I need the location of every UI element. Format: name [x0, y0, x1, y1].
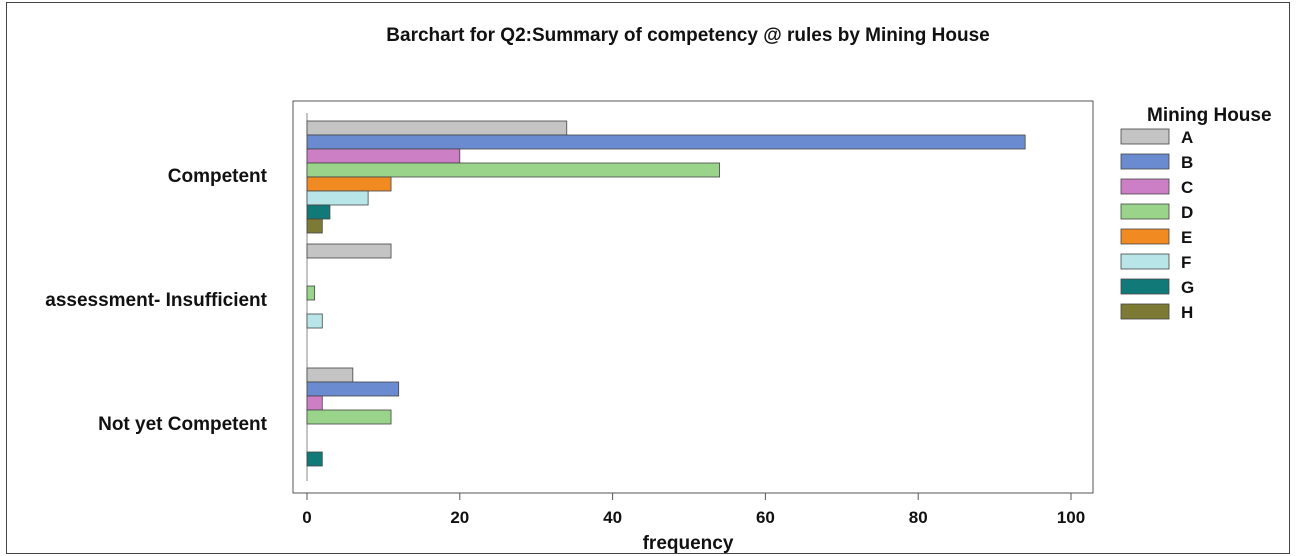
bar-c-2	[306, 395, 323, 411]
legend-swatch-g	[1120, 278, 1170, 295]
legend-label-d: D	[1181, 203, 1193, 222]
legend-label-c: C	[1181, 178, 1193, 197]
bar-a-1	[306, 243, 392, 259]
legend-title: Mining House	[1147, 105, 1272, 126]
bar-d-1	[306, 285, 316, 301]
x-tick-label: 60	[756, 508, 775, 527]
bar-d-0	[306, 162, 720, 178]
x-axis-ticks: 0 20 40 60 80 100	[302, 493, 1085, 527]
bar-h-0	[306, 218, 323, 234]
x-tick-label: 40	[603, 508, 622, 527]
legend-label-f: F	[1181, 253, 1191, 272]
x-tick-label: 20	[450, 508, 469, 527]
legend-label-e: E	[1181, 228, 1192, 247]
legend-swatch-c	[1120, 178, 1170, 195]
x-axis-title: frequency	[643, 533, 734, 554]
chart-frame: Barchart for Q2:Summary of competency @ …	[6, 2, 1290, 554]
bar-f-1	[306, 313, 323, 329]
category-label: Not yet Competent	[98, 414, 268, 435]
category-label: assessment- Insufficient	[45, 290, 267, 311]
legend-label-h: H	[1181, 303, 1193, 322]
bar-a-2	[306, 367, 354, 383]
bar-g-2	[306, 451, 323, 467]
bar-b-2	[306, 381, 400, 397]
x-tick-label: 100	[1057, 508, 1085, 527]
legend-swatch-d	[1120, 203, 1170, 220]
legend-swatch-f	[1120, 253, 1170, 270]
bar-c-0	[306, 148, 461, 164]
legend-label-g: G	[1181, 278, 1194, 297]
plot-area	[292, 100, 1094, 494]
bar-a-0	[306, 120, 568, 136]
x-tick-label: 80	[909, 508, 928, 527]
x-tick-label: 0	[302, 508, 311, 527]
bar-chart: Barchart for Q2:Summary of competency @ …	[45, 25, 1272, 554]
legend-swatch-e	[1120, 228, 1170, 245]
bar-b-0	[306, 134, 1026, 150]
legend-swatch-a	[1120, 128, 1170, 145]
bar-e-0	[306, 176, 392, 192]
legend-label-a: A	[1181, 128, 1193, 147]
category-labels: Competent assessment- Insufficient Not yet…	[45, 166, 267, 435]
bar-f-0	[306, 190, 369, 206]
legend-label-b: B	[1181, 153, 1193, 172]
legend-swatch-h	[1120, 303, 1170, 320]
bar-d-2	[306, 409, 392, 425]
legend-swatch-b	[1120, 153, 1170, 170]
bars-group	[306, 113, 1026, 481]
chart-title: Barchart for Q2:Summary of competency @ …	[386, 25, 989, 46]
bar-g-0	[306, 204, 331, 220]
category-label: Competent	[168, 166, 268, 187]
